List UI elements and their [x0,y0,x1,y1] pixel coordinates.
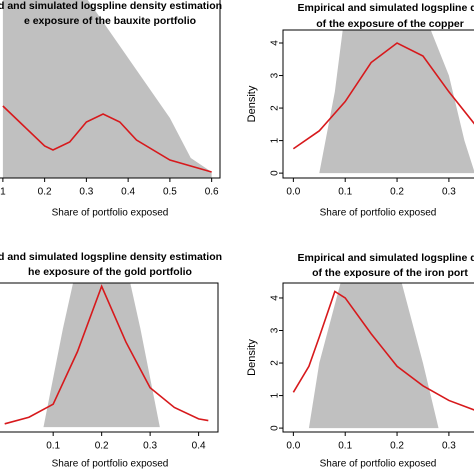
x-tick-label: 0.2 [390,441,404,452]
chart-title: of the exposure of the iron port [312,267,468,279]
panel: 0.1 0.2 0.3 0.4 d and simulated logspline de… [0,251,222,470]
chart-title: d and simulated logspline density estima… [0,251,222,263]
x-axis-label: Share of portfolio exposed [52,459,169,470]
x-tick-label: 1 [0,187,6,198]
x-tick-label: 0.6 [205,187,219,198]
x-tick-label: 0.1 [46,441,60,452]
y-axis-label: Density [246,339,258,376]
y-tick-label: 0 [270,170,281,176]
panel: 0.0 0.1 0.2 0.3 0 1 2 3 4 Empirical and simulated… [246,252,474,470]
x-axis-label: Share of portfolio exposed [320,208,437,219]
density-line [292,42,474,150]
chart-title: d and simulated logspline density estima… [0,0,222,12]
chart-title: Empirical and simulated logspline de [298,252,474,264]
simulated-area [43,283,160,428]
plot-area [292,283,474,429]
simulated-area [308,283,439,429]
y-tick-label: 1 [270,137,281,143]
x-axis-label: Share of portfolio exposed [52,208,169,219]
plot-area [2,0,212,178]
x-tick-label: 0.5 [163,187,177,198]
density-line [4,284,209,425]
x-axis-label: Share of portfolio exposed [320,459,437,470]
simulated-area [319,30,474,174]
y-axis-label: Density [246,85,258,122]
chart-title: of the exposure of the copper [316,18,464,30]
simulated-area [2,0,212,178]
x-tick-label: 0.2 [38,187,52,198]
y-tick-label: 2 [270,105,281,111]
x-tick-label: 0.2 [95,441,109,452]
y-tick-label: 2 [270,360,281,366]
panel: 1 0.2 0.3 0.4 0.5 0.6 d and simulated logsplin… [0,0,222,219]
chart-title: e exposure of the bauxite portfolio [24,15,196,27]
density-line [2,105,212,173]
chart-title: he exposure of the gold portfolio [28,266,192,278]
y-tick-label: 0 [270,425,281,431]
y-tick-label: 1 [270,392,281,398]
x-tick-label: 0.2 [390,187,404,198]
plot-frame [282,282,474,433]
y-tick-label: 3 [270,327,281,333]
density-line [292,290,474,411]
y-tick-label: 4 [270,40,281,46]
plot-frame [0,0,221,179]
x-tick-label: 0.0 [286,441,300,452]
plot-area [292,30,474,174]
plot-frame [0,282,219,433]
plot-frame [282,29,474,179]
x-tick-label: 0.3 [442,441,456,452]
x-tick-label: 0.1 [338,187,352,198]
y-tick-label: 3 [270,72,281,78]
y-tick-label: 4 [270,295,281,301]
x-tick-label: 0.1 [338,441,352,452]
x-tick-label: 0.3 [79,187,93,198]
plot-area [4,283,209,428]
x-tick-label: 0.3 [143,441,157,452]
panel: 0.0 0.1 0.2 0.3 0 1 2 3 4 Empirical and simulated… [246,2,474,219]
x-tick-label: 0.0 [286,187,300,198]
x-tick-label: 0.4 [121,187,135,198]
x-tick-label: 0.4 [192,441,206,452]
chart-title: Empirical and simulated logspline de [298,2,474,14]
x-tick-label: 0.3 [442,187,456,198]
